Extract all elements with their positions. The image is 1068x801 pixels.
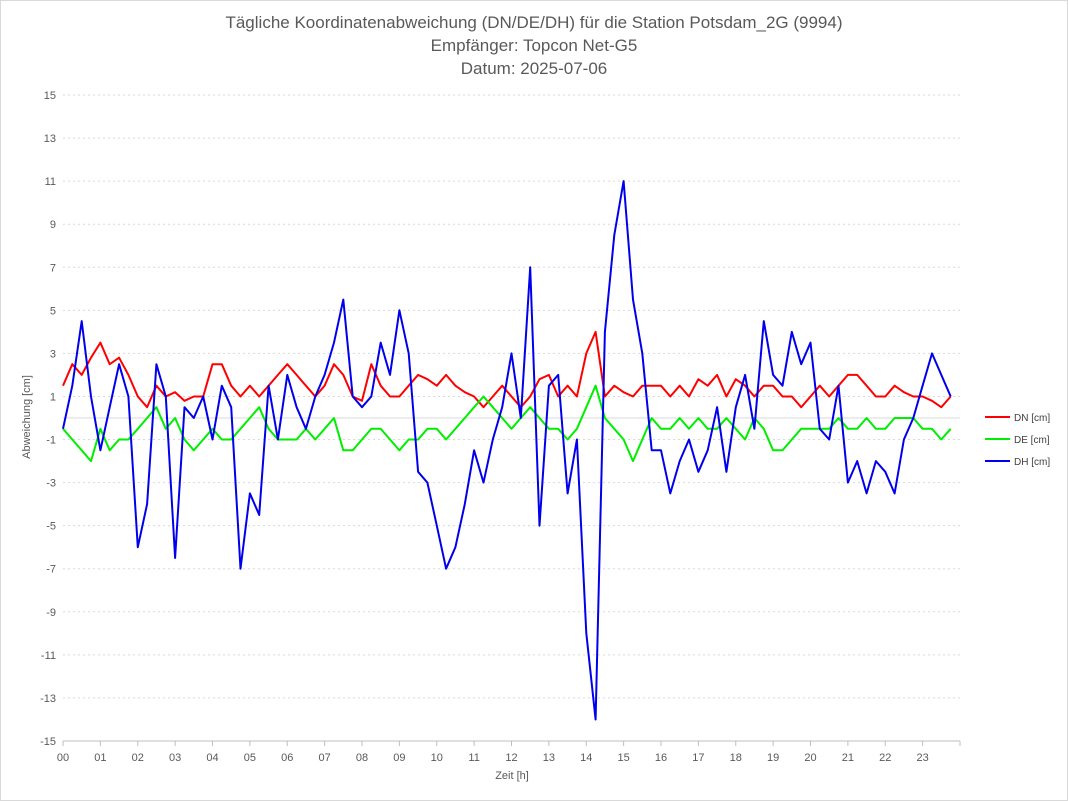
x-tick-label: 19	[767, 752, 779, 764]
x-tick-label: 08	[356, 752, 368, 764]
x-tick-label: 21	[842, 752, 854, 764]
series-lines	[62, 180, 952, 721]
x-tick-label: 10	[431, 752, 443, 764]
chart-title-line-2: Empfänger: Topcon Net-G5	[431, 36, 638, 55]
y-tick-label: 13	[44, 133, 56, 145]
grid-lines	[63, 94, 960, 742]
y-tick-label: -13	[40, 693, 56, 705]
y-tick-label: 1	[50, 391, 56, 403]
y-tick-label: 15	[44, 90, 56, 102]
x-tick-label: 01	[94, 752, 106, 764]
x-tick-label: 17	[692, 752, 704, 764]
x-tick-label: 00	[57, 752, 69, 764]
x-axis-label: Zeit [h]	[495, 770, 529, 782]
x-tick-label: 06	[281, 752, 293, 764]
y-tick-label: -9	[46, 607, 56, 619]
y-tick-label: 3	[50, 348, 56, 360]
x-tick-label: 07	[319, 752, 331, 764]
y-tick-label: -3	[46, 478, 56, 490]
x-tick-label: 12	[505, 752, 517, 764]
x-tick-label: 11	[468, 752, 479, 764]
series-line-dn	[62, 330, 952, 409]
y-tick-label: -7	[46, 564, 56, 576]
y-tick-label: -5	[46, 521, 56, 533]
x-tick-label: 23	[917, 752, 929, 764]
y-tick-label: -15	[40, 736, 56, 748]
x-tick-label: 02	[132, 752, 144, 764]
y-tick-label: 11	[45, 176, 56, 188]
legend-entry: DH [cm]	[1014, 457, 1050, 468]
y-tick-label: 5	[50, 305, 56, 317]
x-tick-label: 20	[804, 752, 816, 764]
x-tick-label: 14	[580, 752, 592, 764]
chart-title-line-3: Datum: 2025-07-06	[461, 59, 607, 78]
y-axis-ticks: 15 13 11 9 7 5 3 1 -1 -3 -5 -7 -9 -11 -13 -15	[40, 90, 56, 748]
x-axis-ticks: 00 01 02 03 04 05 06 07 08 09 10 11 12 13 14 15 16 17 18 19…	[57, 740, 961, 764]
legend: DN [cm] DE [cm] DH [cm]	[985, 413, 1050, 468]
chart-title-line-1: Tägliche Koordinatenabweichung (DN/DE/DH…	[225, 13, 842, 32]
x-tick-label: 04	[206, 752, 218, 764]
series-line-dh	[62, 180, 952, 721]
y-tick-label: -11	[41, 650, 56, 662]
x-tick-label: 16	[655, 752, 667, 764]
y-tick-label: 9	[50, 219, 56, 231]
x-tick-label: 22	[879, 752, 891, 764]
y-axis-label: Abweichung [cm]	[21, 375, 33, 459]
x-tick-label: 09	[393, 752, 405, 764]
legend-entry: DN [cm]	[1014, 413, 1050, 424]
y-tick-label: 7	[50, 262, 56, 274]
x-tick-label: 03	[169, 752, 181, 764]
x-tick-label: 18	[730, 752, 742, 764]
x-tick-label: 05	[244, 752, 256, 764]
x-tick-label: 13	[543, 752, 555, 764]
legend-entry: DE [cm]	[1014, 435, 1050, 446]
x-tick-label: 15	[618, 752, 630, 764]
y-tick-label: -1	[46, 435, 56, 447]
